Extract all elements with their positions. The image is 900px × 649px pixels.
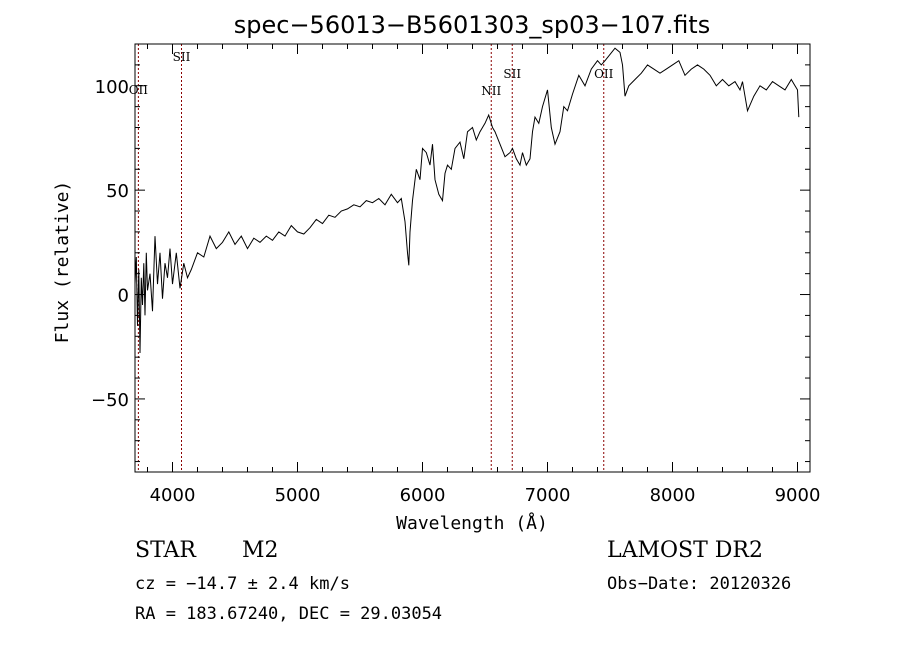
y-tick-label: 50 bbox=[106, 181, 129, 202]
plot-frame bbox=[134, 43, 811, 473]
object-class: STAR bbox=[135, 538, 196, 563]
redshift-velocity: cz = −14.7 ± 2.4 km/s bbox=[135, 574, 350, 594]
y-axis-label: Flux (relative) bbox=[52, 181, 73, 344]
x-tick-label: 6000 bbox=[400, 485, 446, 506]
x-tick-label: 9000 bbox=[775, 485, 821, 506]
object-subclass: M2 bbox=[242, 538, 279, 563]
y-tick-label: 100 bbox=[95, 77, 129, 98]
line-marker-label: SII bbox=[173, 50, 191, 64]
x-axis-label: Wavelength (Å) bbox=[396, 512, 548, 534]
line-marker-label: OII bbox=[129, 83, 149, 97]
sky-coordinates: RA = 183.67240, DEC = 29.03054 bbox=[135, 604, 443, 624]
survey-name: LAMOST DR2 bbox=[607, 538, 763, 563]
line-marker-label: OII bbox=[594, 67, 614, 81]
x-tick-label: 5000 bbox=[275, 485, 321, 506]
line-marker-label: NII bbox=[481, 84, 501, 98]
x-tick-label: 8000 bbox=[650, 485, 696, 506]
y-tick-label: −50 bbox=[91, 390, 129, 411]
chart-title: spec−56013−B5601303_sp03−107.fits bbox=[234, 11, 710, 39]
observation-date: Obs−Date: 20120326 bbox=[607, 574, 792, 594]
y-tick-label: 0 bbox=[118, 286, 129, 307]
spectrum-series bbox=[134, 47, 800, 354]
line-marker-label: SII bbox=[503, 67, 521, 81]
y-axis: −50 0 50 100 bbox=[91, 43, 810, 463]
x-tick-label: 4000 bbox=[150, 485, 196, 506]
x-axis: 4000 5000 6000 7000 8000 9000 bbox=[147, 44, 821, 506]
x-tick-label: 7000 bbox=[525, 485, 571, 506]
